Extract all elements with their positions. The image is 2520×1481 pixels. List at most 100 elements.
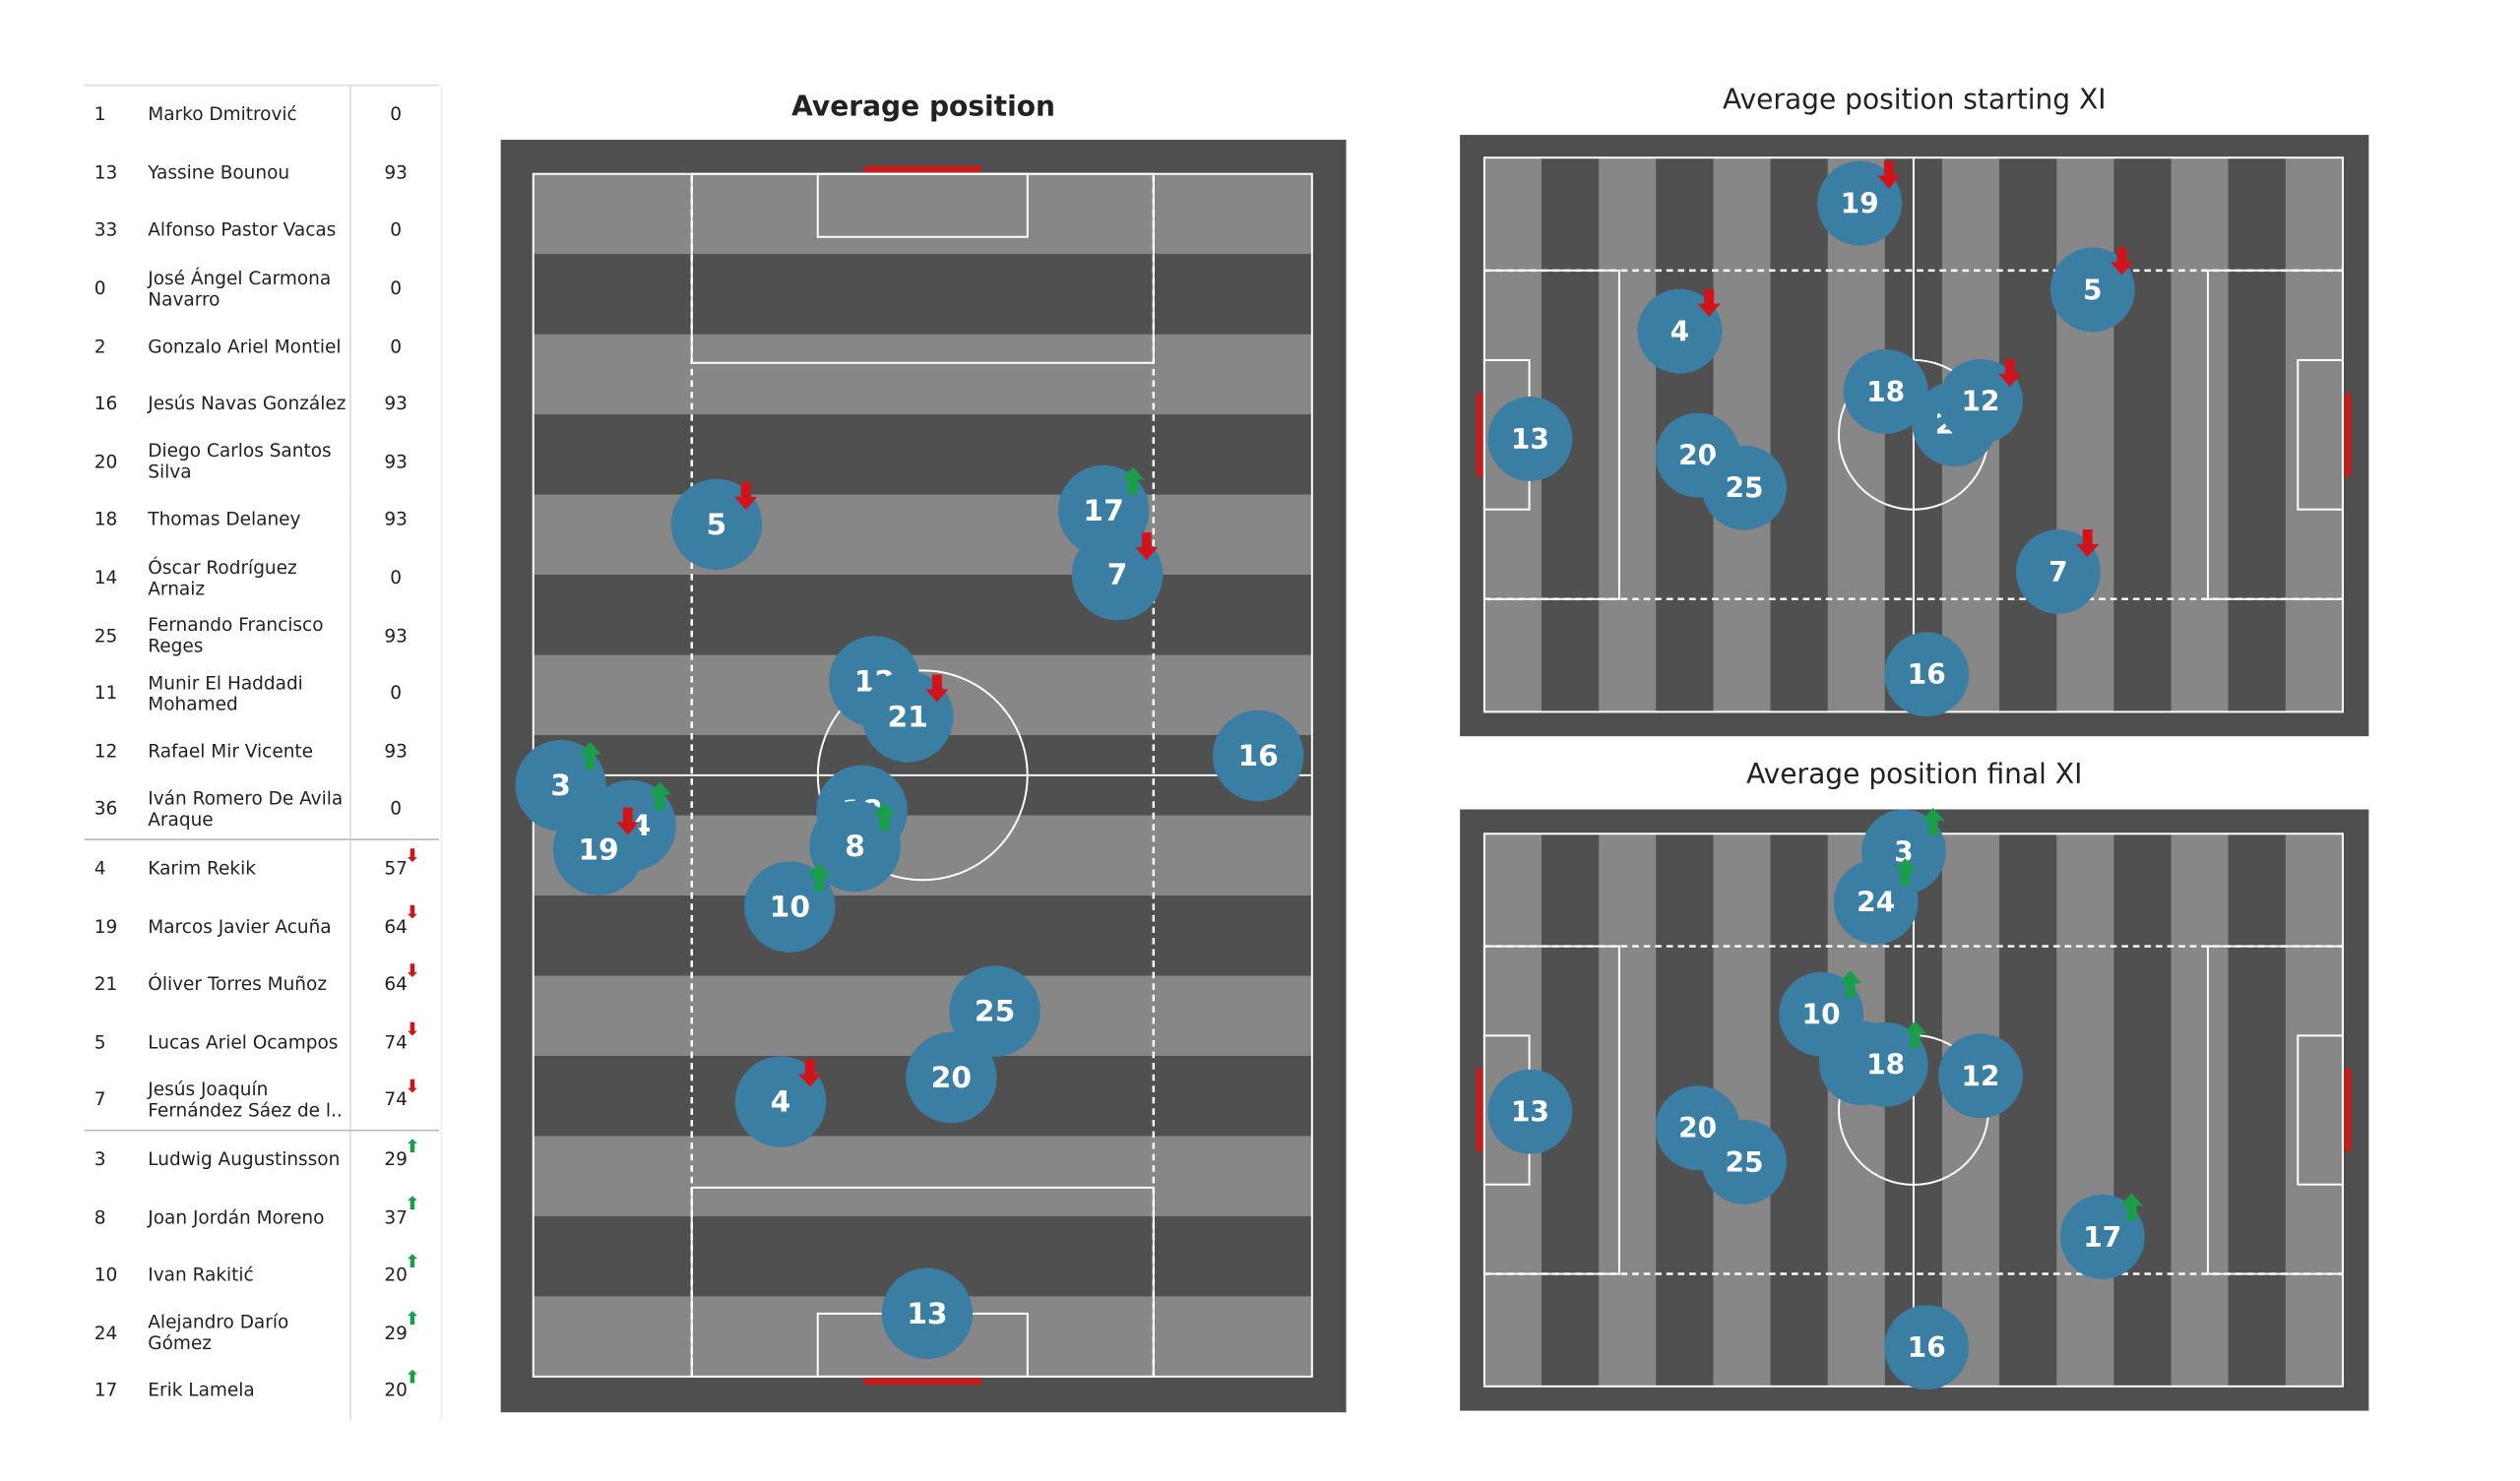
player-circle <box>2015 529 2101 614</box>
table-row: 18 Thomas Delaney 93 <box>85 491 443 549</box>
player-name: Marcos Javier Acuña <box>148 915 332 938</box>
table-row: 25 Fernando Francisco Reges 93 <box>85 606 443 665</box>
minutes-value: 93 <box>384 509 408 531</box>
player-marker: 4 <box>734 1056 827 1147</box>
arrow-down-icon: ⬇ <box>405 902 420 924</box>
player-marker: 18 <box>1843 348 1928 434</box>
pitch-stripe <box>2113 157 2172 712</box>
player-name: Jesús Joaquín Fernández Sáez de l.. <box>148 1079 343 1122</box>
player-label: 18 <box>1866 1049 1905 1081</box>
minutes-played: 74 ⬇ <box>349 1013 443 1072</box>
minutes-value: 93 <box>384 740 408 763</box>
player-circle <box>1637 288 1723 374</box>
minutes-played: 20 ⬆ <box>349 1362 443 1420</box>
arrow-up-icon <box>578 741 601 770</box>
player-number: 10 <box>94 1265 118 1286</box>
player-name: Erik Lamela <box>148 1380 255 1402</box>
arrow-up-icon <box>872 802 896 831</box>
player-circle <box>1817 160 1903 246</box>
arrow-down-icon <box>1697 288 1721 317</box>
player-circle <box>2059 1194 2145 1279</box>
pitch-stripe <box>1770 833 1828 1387</box>
player-label: 4 <box>771 1084 791 1119</box>
minutes-played: 64 ⬇ <box>349 897 443 956</box>
minutes-played: 93 <box>349 144 443 203</box>
player-name: Óscar Rodríguez Arnaiz <box>148 556 297 599</box>
table-row: 20 Diego Carlos Santos Silva 93 <box>85 433 443 492</box>
player-number: 11 <box>94 683 118 705</box>
player-number: 8 <box>94 1206 106 1228</box>
player-marker: 13 <box>1487 1069 1573 1154</box>
arrow-down-icon <box>1877 160 1901 189</box>
player-label: 3 <box>550 769 571 803</box>
player-number: 13 <box>94 161 118 184</box>
player-number: 0 <box>94 278 106 300</box>
player-label: 21 <box>887 700 927 734</box>
player-marker: 16 <box>1884 1305 1970 1390</box>
player-label: 5 <box>707 508 727 542</box>
player-circle <box>1487 1069 1573 1154</box>
player-label: 25 <box>1725 1146 1763 1179</box>
pitch-stripe <box>2056 157 2114 712</box>
arrow-up-icon <box>807 863 831 892</box>
table-row: 21 Óliver Torres Muñoz 64 ⬇ <box>85 955 443 1014</box>
pitch-stripe <box>533 494 1312 576</box>
goal-area <box>816 172 1029 238</box>
player-marker: 16 <box>1884 632 1970 717</box>
player-circle <box>1843 1021 1928 1107</box>
player-marker: 12 <box>1938 1033 2023 1119</box>
player-name: Ludwig Augustinsson <box>148 1148 341 1171</box>
player-marker: 17 <box>2059 1193 2145 1279</box>
pitch-stripe <box>1999 833 2057 1387</box>
player-marker: 13 <box>881 1267 974 1360</box>
pitch-stripe <box>533 334 1312 415</box>
player-circle <box>1884 632 1970 717</box>
player-circle <box>1884 1305 1970 1390</box>
arrow-down-icon <box>734 481 758 511</box>
arrow-down-icon <box>616 807 640 835</box>
pitch-stripe <box>1599 157 1657 712</box>
arrow-up-icon: ⬆ <box>405 1251 420 1272</box>
player-label: 8 <box>845 830 865 864</box>
pitch-stripe <box>533 895 1312 976</box>
table-row: 14 Óscar Rodríguez Arnaiz 0 <box>85 548 443 607</box>
minutes-played: 20 ⬆ <box>349 1246 443 1305</box>
pitch-stripe <box>2171 157 2229 712</box>
table-row: 1 Marko Dmitrović 0 <box>85 86 443 145</box>
table-row: 8 Joan Jordán Moreno 37 ⬆ <box>85 1188 443 1247</box>
player-name: Fernando Francisco Reges <box>148 614 324 657</box>
player-marker: 18 <box>1843 1020 1928 1107</box>
player-label: 12 <box>1962 1060 2000 1092</box>
player-number: 24 <box>94 1323 118 1344</box>
table-row: 12 Rafael Mir Vicente 93 <box>85 722 443 780</box>
table-row: 5 Lucas Ariel Ocampos 74 ⬇ <box>85 1013 443 1072</box>
player-number: 20 <box>94 451 118 473</box>
table-row: 3 Ludwig Augustinsson 29 ⬆ <box>84 1129 443 1189</box>
player-name: Iván Romero De Avila Araque <box>148 787 344 831</box>
player-marker: 20 <box>906 1031 997 1124</box>
minutes-value: 93 <box>384 394 408 415</box>
player-marker: 25 <box>1702 1119 1787 1204</box>
pitch-stripe <box>1999 157 2057 712</box>
minutes-played: 29 ⬆ <box>349 1130 443 1189</box>
minutes-played: 0 <box>349 779 443 838</box>
player-marker: 7 <box>2015 529 2101 614</box>
player-name: Jesús Navas González <box>148 394 346 415</box>
player-label: 3 <box>1894 835 1914 868</box>
player-label: 12 <box>1962 386 2000 418</box>
arrow-up-icon <box>2119 1193 2144 1221</box>
minutes-value: 29 <box>384 1323 408 1344</box>
arrow-down-icon <box>1135 532 1159 561</box>
player-marker: 19 <box>1817 160 1903 246</box>
goal-area <box>2297 358 2344 511</box>
player-label: 13 <box>1511 1096 1549 1129</box>
minutes-value: 20 <box>384 1265 408 1286</box>
player-marker: 25 <box>1702 445 1787 530</box>
table-row: 19 Marcos Javier Acuña 64 ⬇ <box>85 897 443 956</box>
pitch-stripe <box>2285 157 2343 712</box>
minutes-value: 0 <box>390 798 403 821</box>
pitch-1: 1954131821122025716 <box>1460 135 2369 737</box>
player-label: 10 <box>770 891 810 925</box>
pitch-stripe <box>2228 157 2286 712</box>
player-circle <box>1487 397 1573 481</box>
